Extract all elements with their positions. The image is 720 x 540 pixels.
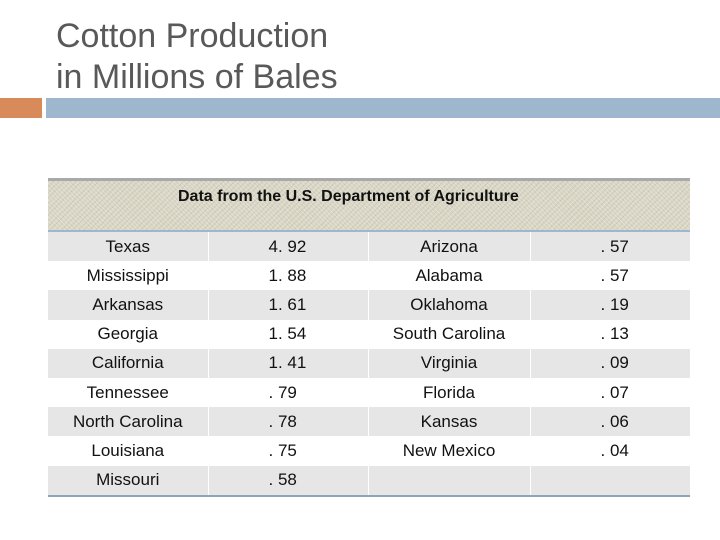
- state-name: Alabama: [368, 261, 531, 291]
- state-name: Oklahoma: [368, 290, 531, 320]
- table-row: Tennessee . 79 Florida . 07: [48, 377, 690, 408]
- bale-value: . 75: [208, 436, 369, 466]
- bale-value: 1. 61: [208, 290, 369, 320]
- state-name: California: [48, 348, 209, 378]
- slide-title: Cotton Production in Millions of Bales: [56, 16, 676, 98]
- table-row: Mississippi 1. 88 Alabama . 57: [48, 261, 690, 291]
- accent-bar-blue: [46, 98, 720, 118]
- table-row: Louisiana . 75 New Mexico . 04: [48, 436, 690, 466]
- table-row: Georgia 1. 54 South Carolina . 13: [48, 319, 690, 349]
- bale-value: . 06: [530, 407, 690, 437]
- bale-value: [530, 465, 690, 497]
- bale-value: . 07: [530, 377, 690, 408]
- data-table: Texas 4. 92 Arizona . 57 Mississippi 1. …: [48, 232, 690, 497]
- state-name: [368, 465, 531, 497]
- bale-value: . 78: [208, 407, 369, 437]
- state-name: South Carolina: [368, 319, 531, 349]
- bale-value: 4. 92: [208, 232, 369, 262]
- bale-value: 1. 54: [208, 319, 369, 349]
- bale-value: . 09: [530, 348, 690, 378]
- state-name: Florida: [368, 377, 531, 408]
- state-name: Tennessee: [48, 377, 209, 408]
- state-name: Kansas: [368, 407, 531, 437]
- state-name: Arkansas: [48, 290, 209, 320]
- bale-value: . 57: [530, 232, 690, 262]
- bale-value: . 79: [208, 377, 369, 408]
- table-row: Texas 4. 92 Arizona . 57: [48, 232, 690, 262]
- bale-value: 1. 88: [208, 261, 369, 291]
- state-name: Texas: [48, 232, 209, 262]
- bale-value: 1. 41: [208, 348, 369, 378]
- state-name: Arizona: [368, 232, 531, 262]
- table-row: Arkansas 1. 61 Oklahoma . 19: [48, 290, 690, 320]
- table-row: Missouri . 58: [48, 465, 690, 497]
- table-row: California 1. 41 Virginia . 09: [48, 348, 690, 378]
- bale-value: . 04: [530, 436, 690, 466]
- title-line-2: in Millions of Bales: [56, 58, 338, 96]
- state-name: Louisiana: [48, 436, 209, 466]
- bale-value: . 57: [530, 261, 690, 291]
- state-name: Georgia: [48, 319, 209, 349]
- title-line-1: Cotton Production: [56, 17, 329, 55]
- bale-value: . 19: [530, 290, 690, 320]
- state-name: Mississippi: [48, 261, 209, 291]
- table-row: North Carolina . 78 Kansas . 06: [48, 407, 690, 437]
- table-caption: Data from the U.S. Department of Agricul…: [48, 178, 690, 232]
- accent-bar-orange: [0, 98, 42, 118]
- cotton-table: Data from the U.S. Department of Agricul…: [48, 178, 690, 497]
- state-name: Missouri: [48, 465, 209, 497]
- state-name: Virginia: [368, 348, 531, 378]
- bale-value: . 58: [208, 465, 369, 497]
- bale-value: . 13: [530, 319, 690, 349]
- state-name: North Carolina: [48, 407, 209, 437]
- state-name: New Mexico: [368, 436, 531, 466]
